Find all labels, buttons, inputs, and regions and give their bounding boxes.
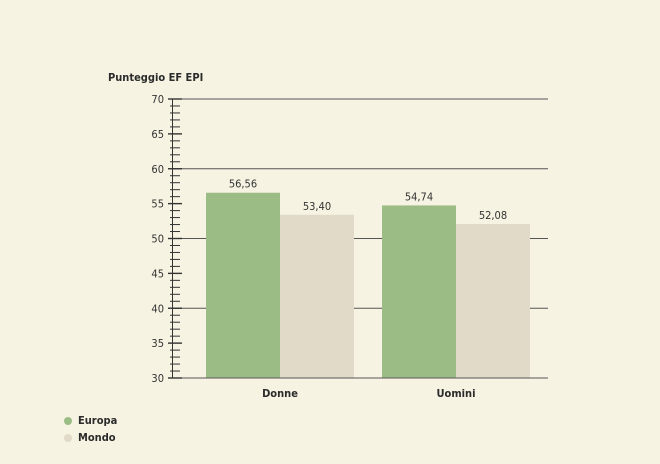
y-tick-label-70: 70 — [151, 93, 164, 106]
bar-mondo-donne — [280, 214, 354, 378]
data-label-europa-uomini: 54,74 — [405, 190, 433, 203]
y-tick-label-55: 55 — [151, 198, 164, 211]
legend-label-europa: Europa — [78, 414, 118, 427]
legend-item-mondo: Mondo — [64, 429, 117, 446]
legend-item-europa: Europa — [64, 412, 117, 429]
category-label-uomini: Uomini — [437, 387, 476, 400]
bar-europa-donne — [206, 192, 280, 378]
y-axis: 30 35 40 45 50 55 60 65 70 — [151, 93, 548, 385]
y-tick-label-40: 40 — [151, 302, 164, 315]
legend: Europa Mondo — [64, 412, 117, 446]
y-tick-label-60: 60 — [151, 163, 164, 176]
bars — [206, 192, 530, 378]
y-axis-title: Punteggio EF EPI — [108, 71, 203, 84]
y-tick-label-30: 30 — [151, 372, 164, 385]
category-label-donne: Donne — [262, 387, 298, 400]
y-tick-label-65: 65 — [151, 128, 164, 141]
legend-swatch-europa — [64, 416, 72, 425]
data-label-mondo-uomini: 52,08 — [479, 209, 507, 222]
data-labels: 56,56 53,40 Donne 54,74 52,08 Uomini — [229, 178, 507, 400]
legend-label-mondo: Mondo — [78, 431, 116, 444]
bar-europa-uomini — [382, 205, 456, 378]
data-label-europa-donne: 56,56 — [229, 178, 257, 191]
data-label-mondo-donne: 53,40 — [303, 200, 331, 213]
y-tick-label-50: 50 — [151, 233, 164, 246]
legend-swatch-mondo — [64, 433, 72, 442]
bar-mondo-uomini — [456, 223, 530, 378]
y-tick-label-35: 35 — [151, 337, 164, 350]
y-tick-label-45: 45 — [151, 267, 164, 280]
